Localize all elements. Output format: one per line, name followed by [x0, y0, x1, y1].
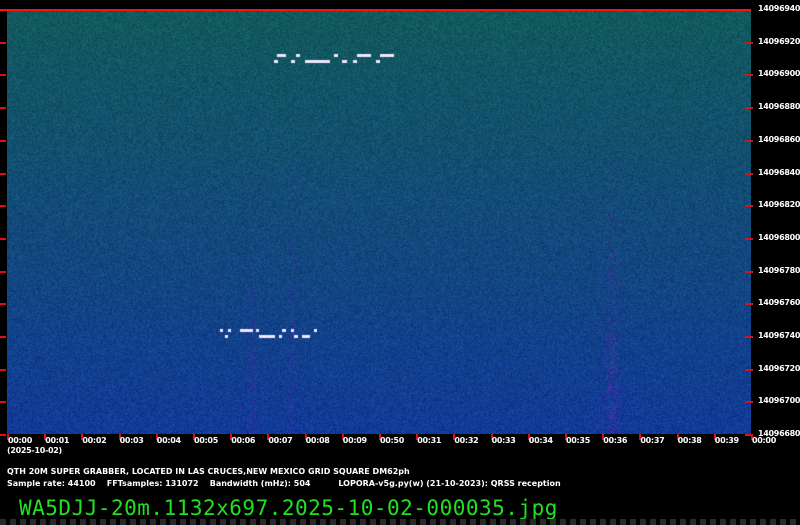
x-tick-label: 00:00	[752, 436, 776, 445]
x-tick-label: 00:06	[231, 436, 256, 445]
x-tick-mark	[304, 434, 307, 440]
x-tick-mark	[155, 434, 158, 440]
y-tick-label: 14096680	[758, 429, 800, 439]
x-tick-mark	[193, 434, 195, 440]
y-tick-label: 14096740	[758, 331, 800, 340]
x-tick-label: 00:08	[305, 436, 330, 445]
filename-label: WA5DJJ-20m.1132x697.2025-10-02-000035.jp…	[19, 496, 558, 520]
y-tick-label: 14096780	[758, 265, 800, 275]
y-tick-mark	[745, 303, 753, 306]
y-tick-mark	[745, 205, 753, 208]
x-tick-label: 00:07	[268, 436, 293, 445]
spectrogram-plot	[7, 11, 751, 434]
y-tick-mark	[745, 139, 753, 142]
y-tick-mark	[0, 336, 6, 338]
y-tick-mark	[0, 401, 6, 404]
y-tick-label: 14096840	[758, 167, 800, 177]
x-tick-label: 00:32	[454, 436, 479, 445]
x-tick-label: 00:01	[45, 436, 70, 445]
x-tick-mark	[44, 434, 47, 440]
y-tick-label: 14096700	[758, 396, 800, 406]
y-tick-label: 14096900	[758, 69, 800, 79]
y-tick-label: 14096800	[758, 232, 800, 242]
x-tick-label: 00:09	[342, 436, 367, 445]
y-tick-mark	[0, 237, 6, 240]
x-tick-mark	[118, 434, 121, 440]
x-tick-mark	[713, 434, 716, 440]
bottom-strip	[0, 519, 800, 525]
x-tick-label: 00:37	[640, 436, 665, 445]
x-tick-mark	[490, 434, 493, 440]
x-tick-mark	[639, 434, 642, 440]
x-tick-label: 00:31	[417, 436, 442, 445]
x-tick-label: 00:00	[8, 436, 32, 445]
y-tick-mark	[0, 303, 6, 306]
x-tick-mark	[230, 434, 233, 440]
y-tick-mark	[745, 270, 753, 273]
y-tick-label: 14096820	[758, 200, 800, 210]
y-tick-mark	[745, 434, 753, 437]
x-tick-mark	[7, 434, 9, 440]
y-tick-mark	[0, 139, 6, 142]
y-tick-label: 14096940	[758, 4, 800, 13]
date-label: (2025-10-02)	[7, 446, 62, 455]
y-tick-mark	[745, 336, 753, 338]
top-border-line	[0, 9, 751, 11]
y-tick-mark	[745, 74, 753, 77]
x-tick-label: 00:05	[194, 436, 218, 445]
x-tick-label: 00:35	[566, 436, 590, 445]
x-tick-mark	[379, 434, 381, 440]
x-tick-mark	[527, 434, 530, 440]
x-tick-mark	[602, 434, 605, 440]
x-tick-label: 00:03	[119, 436, 144, 445]
y-tick-label: 14096880	[758, 102, 800, 112]
x-tick-mark	[751, 434, 753, 440]
y-tick-mark	[745, 368, 753, 371]
x-tick-label: 00:36	[603, 436, 628, 445]
station-info: QTH 20M SUPER GRABBER, LOCATED IN LAS CR…	[7, 467, 410, 476]
y-tick-mark	[0, 107, 6, 110]
x-tick-label: 00:33	[491, 436, 516, 445]
y-tick-mark	[745, 41, 753, 44]
x-tick-mark	[676, 434, 679, 440]
x-tick-label: 00:38	[677, 436, 702, 445]
y-tick-label: 14096720	[758, 363, 800, 373]
y-tick-mark	[0, 41, 6, 44]
x-tick-mark	[565, 434, 567, 440]
x-tick-label: 00:34	[528, 436, 553, 445]
y-tick-label: 14096920	[758, 36, 800, 46]
y-tick-mark	[0, 205, 6, 208]
x-tick-mark	[267, 434, 270, 440]
y-tick-mark	[0, 434, 6, 437]
y-tick-mark	[745, 401, 753, 404]
settings-info: Sample rate: 44100 FFTsamples: 131072 Ba…	[7, 479, 561, 488]
x-tick-mark	[416, 434, 419, 440]
x-tick-mark	[453, 434, 456, 440]
x-tick-label: 00:04	[156, 436, 181, 445]
y-tick-label: 14096860	[758, 134, 800, 144]
x-tick-label: 00:39	[714, 436, 739, 445]
x-tick-label: 00:02	[82, 436, 107, 445]
y-tick-mark	[0, 172, 6, 175]
y-tick-mark	[0, 368, 6, 371]
y-tick-label: 14096760	[758, 298, 800, 308]
x-tick-label: 00:50	[380, 436, 404, 445]
y-tick-mark	[0, 270, 6, 273]
y-tick-mark	[745, 237, 753, 240]
y-tick-mark	[745, 107, 753, 110]
y-tick-mark	[0, 74, 6, 77]
x-tick-mark	[81, 434, 84, 440]
y-tick-mark	[745, 172, 753, 175]
x-tick-mark	[341, 434, 344, 440]
